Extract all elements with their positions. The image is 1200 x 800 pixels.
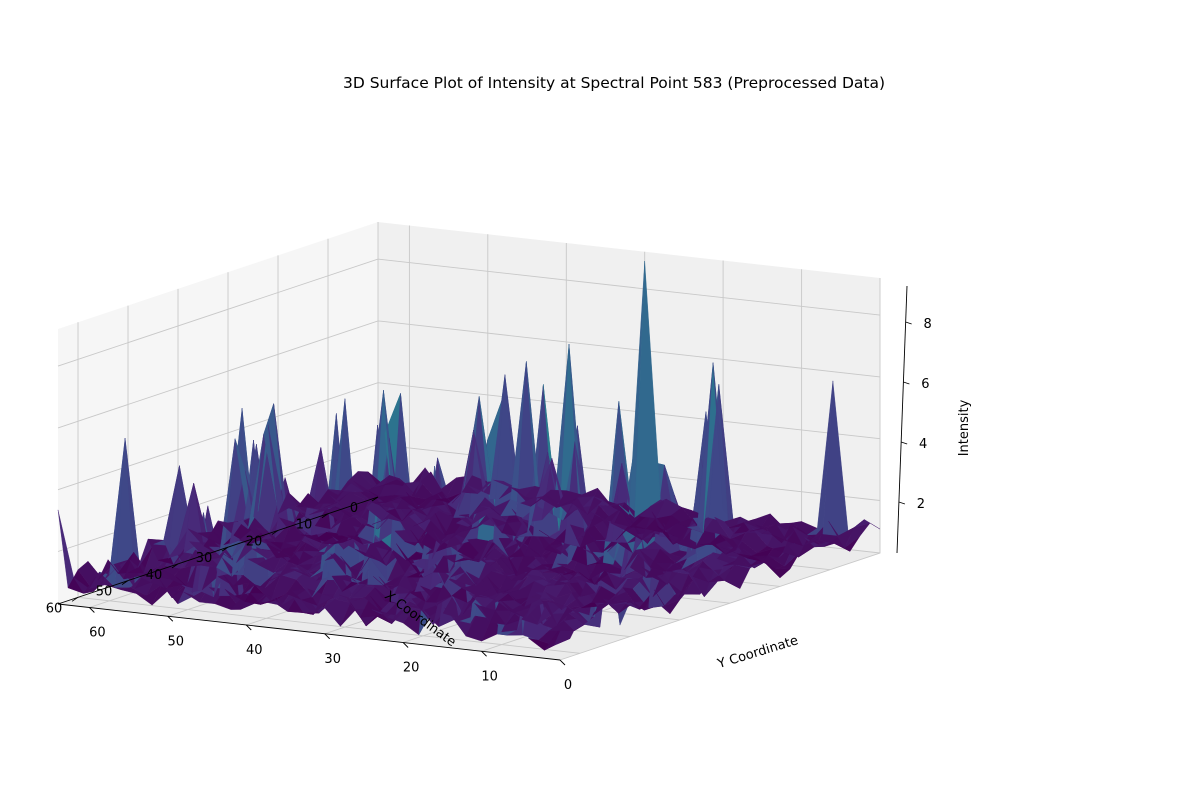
y-axis-label: Y Coordinate [715, 633, 800, 672]
z-axis-line [896, 285, 908, 554]
chart-title: 3D Surface Plot of Intensity at Spectral… [343, 74, 885, 92]
x-tick-mark [321, 513, 329, 519]
x-tick-mark [221, 546, 229, 552]
y-tick-label: 30 [324, 652, 341, 667]
surface-facet [854, 519, 881, 530]
z-tick-mark [905, 321, 912, 325]
grid-line-z [57, 320, 881, 429]
x-tick-mark [121, 580, 129, 585]
z-tick-label: 6 [921, 377, 929, 392]
y-tick-mark [324, 633, 331, 640]
x-tick-label: 30 [196, 551, 213, 566]
x-tick-label: 60 [46, 601, 63, 616]
x-tick-label: 0 [350, 501, 358, 516]
x-tick-mark [71, 596, 79, 602]
y-tick-mark [245, 624, 252, 631]
x-tick-label: 50 [96, 585, 113, 600]
x-tick-mark [171, 563, 179, 569]
axis-ticks: 0 10 20 30 40 50 60 0 10 20 30 40 50 60 2 4 6 8 [46, 317, 932, 693]
x-tick-label: 10 [296, 518, 313, 533]
x-tick-label: 20 [246, 534, 263, 549]
y-tick-label: 60 [89, 626, 106, 641]
y-tick-label: 50 [168, 634, 185, 649]
z-tick-label: 4 [919, 437, 927, 452]
z-tick-mark [901, 441, 908, 445]
y-tick-mark [481, 650, 487, 657]
x-axis-line [57, 496, 379, 605]
x-tick-label: 40 [146, 568, 163, 583]
z-axis-label: Intensity [957, 399, 972, 456]
x-tick-mark [371, 496, 379, 502]
y-tick-label: 0 [564, 678, 572, 693]
y-tick-label: 10 [481, 669, 498, 684]
y-tick-label: 20 [403, 661, 420, 676]
surface-mesh [57, 260, 881, 651]
z-tick-mark [903, 381, 910, 385]
z-tick-label: 8 [924, 317, 932, 332]
y-tick-mark [89, 607, 95, 613]
z-tick-mark [898, 501, 906, 505]
y-tick-mark [167, 615, 174, 622]
grid-line-y [559, 278, 881, 661]
z-tick-label: 2 [917, 497, 925, 512]
y-axis-line [57, 603, 561, 661]
grid-line-z [57, 258, 881, 367]
y-tick-mark [559, 659, 566, 666]
y-tick-label: 40 [246, 643, 263, 658]
x-tick-mark [271, 530, 279, 535]
y-tick-mark [402, 642, 409, 648]
axis-lines [57, 285, 908, 661]
